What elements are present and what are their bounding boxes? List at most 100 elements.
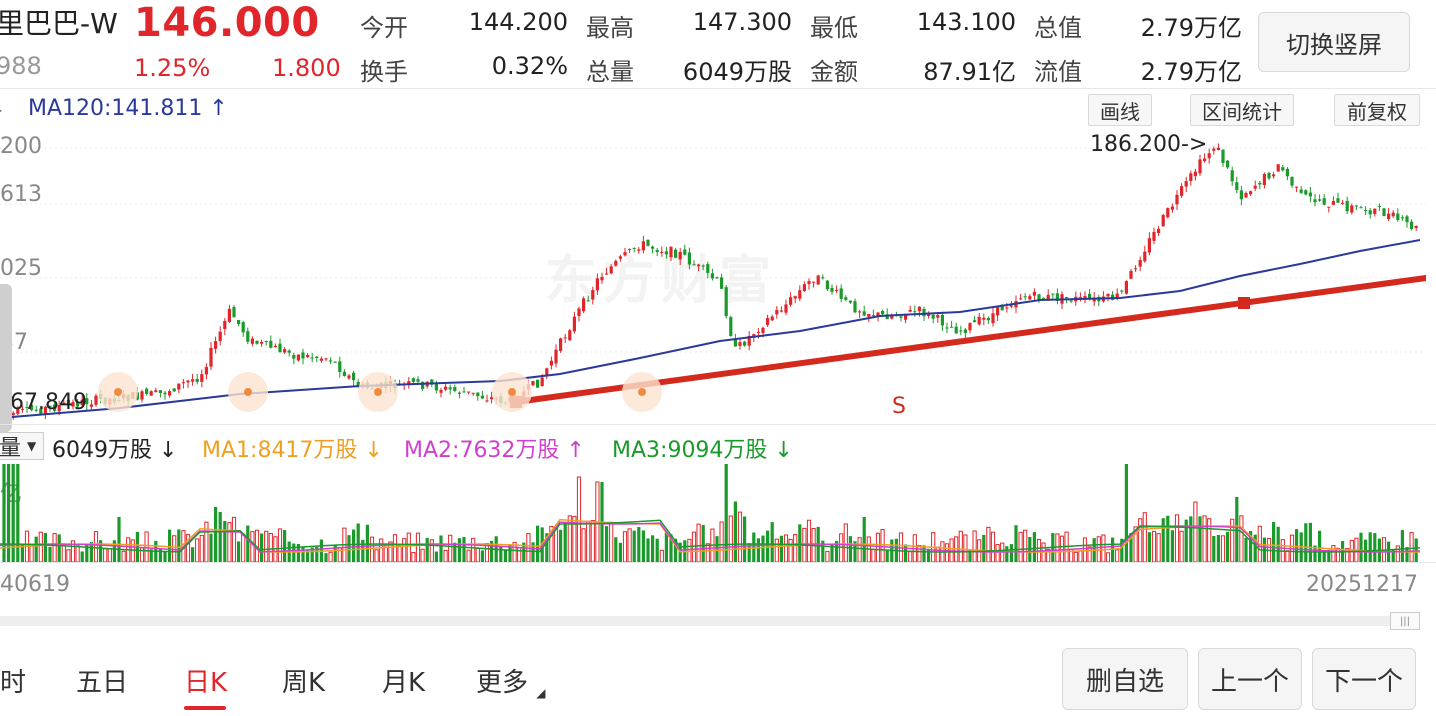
volume-bar [292, 543, 296, 562]
scrollbar-handle[interactable]: ||| [1390, 612, 1420, 630]
candle-body [1318, 199, 1322, 201]
volume-bar [1174, 514, 1180, 562]
volume-select-label: 量 [0, 436, 22, 461]
draw-line-button[interactable]: 画线 [1088, 94, 1152, 126]
candle-body [200, 374, 204, 382]
candle-body [614, 260, 618, 266]
candle-body [559, 338, 563, 351]
candle-body [1115, 293, 1119, 299]
volume-bar [1078, 550, 1083, 562]
candle-body [319, 358, 323, 361]
volume-bar [415, 532, 421, 562]
candle-body [651, 246, 655, 249]
candle-body [793, 296, 797, 299]
candle-body [540, 377, 544, 387]
volume-bar [1133, 526, 1138, 562]
volume-bar [641, 530, 645, 562]
candle-body [476, 392, 480, 397]
candle-body [356, 382, 360, 388]
volume-bar [402, 538, 407, 562]
volume-bar [241, 533, 246, 562]
candle-body [149, 391, 153, 396]
volume-bar [968, 550, 972, 562]
candle-body [715, 277, 719, 279]
candle-body [278, 343, 282, 353]
volume-bar [1184, 519, 1188, 562]
candle-body [646, 239, 650, 246]
volume-bar [112, 540, 116, 562]
volume-bar [995, 544, 1000, 562]
candle-body [977, 316, 981, 325]
volume-bar [1202, 515, 1207, 562]
candle-body [1046, 294, 1050, 301]
candle-body [347, 375, 351, 379]
candle-body [168, 391, 172, 396]
more-corner-icon: ◢ [536, 686, 546, 700]
remove-watchlist-button[interactable]: 删自选 [1062, 648, 1188, 710]
tab-monthly-k[interactable]: 月K [382, 668, 426, 698]
chart-scrollbar[interactable] [0, 616, 1390, 626]
candle-body [632, 247, 636, 249]
side-drag-handle[interactable] [0, 284, 12, 432]
tab-more[interactable]: 更多 ◢ [476, 662, 546, 700]
volume-bar [958, 530, 963, 562]
candlestick-chart[interactable] [0, 126, 1426, 426]
volume-bar [388, 541, 393, 562]
candle-body [71, 402, 75, 407]
candle-body [807, 281, 811, 285]
candle-body [1226, 160, 1230, 168]
volume-bar [406, 532, 411, 562]
volume-bar [783, 534, 789, 562]
candle-body [237, 320, 241, 325]
switch-portrait-button[interactable]: 切换竖屏 [1258, 12, 1410, 72]
volume-bar [490, 540, 494, 562]
candle-body [333, 361, 337, 363]
candle-body [710, 273, 714, 279]
tab-daily-k[interactable]: 日K [184, 668, 228, 698]
next-button[interactable]: 下一个 [1312, 648, 1416, 710]
volume-bar [237, 541, 241, 562]
volume-bar [1414, 538, 1418, 562]
range-stats-button[interactable]: 区间统计 [1190, 94, 1294, 126]
tab-weekly-k[interactable]: 周K [282, 668, 326, 698]
volume-indicator-select[interactable]: 量 ▼ [0, 432, 44, 461]
collapse-triangle-icon[interactable]: ▸ [0, 100, 2, 119]
candle-body [20, 408, 24, 410]
volume-bar [747, 543, 751, 562]
volume-bar [1235, 497, 1239, 562]
candle-body [434, 383, 438, 391]
forward-adjust-button[interactable]: 前复权 [1334, 94, 1420, 126]
volume-bar [66, 549, 71, 562]
volume-ma1: MA1:8417万股 ↓ [202, 432, 383, 464]
volume-bar [696, 523, 701, 562]
previous-button[interactable]: 上一个 [1198, 648, 1302, 710]
tab-more-label: 更多 [476, 668, 529, 698]
volume-bar [1226, 531, 1230, 562]
candle-body [885, 314, 889, 320]
candle-body [1120, 290, 1124, 292]
volume-bar [880, 529, 885, 562]
volume-bar [848, 536, 852, 562]
volume-ma3-line [0, 519, 1421, 553]
candle-body [1157, 228, 1161, 234]
candle-body [549, 360, 553, 366]
candle-body [862, 311, 866, 316]
candle-body [1175, 194, 1179, 205]
candle-body [1106, 294, 1110, 297]
candle-body [1000, 304, 1004, 311]
candle-body [766, 318, 770, 325]
candle-body [591, 290, 595, 300]
tab-intraday[interactable]: 时 [0, 668, 27, 698]
volume-bar [223, 520, 227, 562]
volume-chart[interactable] [0, 462, 1426, 562]
volume-bar [756, 538, 760, 562]
tab-five-day[interactable]: 五日 [76, 668, 129, 698]
volume-bar [576, 476, 582, 562]
stat-value-mktcap: 2.79万亿 [1140, 14, 1242, 42]
current-price: 146.000 [134, 0, 320, 46]
candle-body [1078, 296, 1082, 298]
volume-bar [674, 538, 678, 562]
volume-bar [536, 525, 540, 562]
volume-bar [743, 516, 747, 562]
candle-body [779, 310, 783, 312]
